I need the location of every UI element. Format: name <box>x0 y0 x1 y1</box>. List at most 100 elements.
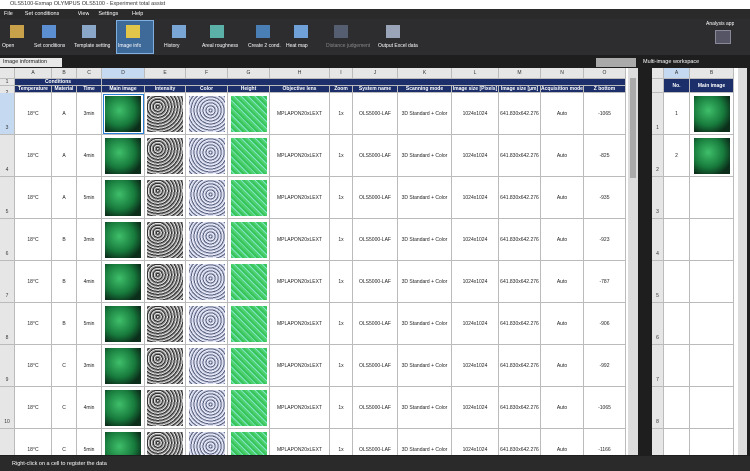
data-cell[interactable]: C <box>52 345 77 387</box>
data-cell[interactable]: 4min <box>77 261 102 303</box>
data-cell[interactable]: OLS5000-LAF <box>353 219 398 261</box>
data-cell[interactable]: 1x <box>330 261 353 303</box>
analysis-icon[interactable] <box>715 30 731 44</box>
data-cell[interactable]: 641.830x642.276 <box>499 261 541 303</box>
image-cell[interactable] <box>186 303 228 345</box>
data-cell[interactable]: OLS5000-LAF <box>353 345 398 387</box>
data-cell[interactable]: 1024x1024 <box>452 303 499 345</box>
tool-icon[interactable] <box>386 25 400 38</box>
data-cell[interactable]: -1065 <box>584 387 626 429</box>
tool-label[interactable]: Distance judgement <box>326 43 370 49</box>
image-cell[interactable] <box>145 303 186 345</box>
data-cell[interactable]: 1x <box>330 345 353 387</box>
menu-item[interactable]: File <box>4 11 13 17</box>
ws-image-cell[interactable] <box>690 261 734 303</box>
tool-icon[interactable] <box>172 25 186 38</box>
data-cell[interactable]: MPLAPON20xLEXT <box>270 345 330 387</box>
data-cell[interactable]: -1166 <box>584 429 626 455</box>
data-cell[interactable]: 641.830x642.276 <box>499 135 541 177</box>
image-cell[interactable] <box>228 93 270 135</box>
data-cell[interactable]: C <box>52 387 77 429</box>
data-cell[interactable]: MPLAPON20xLEXT <box>270 429 330 455</box>
data-cell[interactable]: 1024x1024 <box>452 261 499 303</box>
data-cell[interactable]: Auto <box>541 135 584 177</box>
data-cell[interactable]: A <box>52 177 77 219</box>
image-cell[interactable] <box>102 219 145 261</box>
ws-cell[interactable] <box>664 345 690 387</box>
data-cell[interactable]: Auto <box>541 219 584 261</box>
tool-icon[interactable] <box>82 25 96 38</box>
data-cell[interactable]: 18°C <box>15 93 52 135</box>
data-cell[interactable]: 3D Standard + Color <box>398 261 452 303</box>
data-cell[interactable]: 5min <box>77 429 102 455</box>
data-cell[interactable]: OLS5000-LAF <box>353 261 398 303</box>
data-cell[interactable]: 3D Standard + Color <box>398 177 452 219</box>
data-cell[interactable]: 1x <box>330 387 353 429</box>
data-cell[interactable]: 1024x1024 <box>452 219 499 261</box>
image-cell[interactable] <box>145 135 186 177</box>
tool-icon[interactable] <box>10 25 24 38</box>
image-cell[interactable] <box>102 135 145 177</box>
data-cell[interactable]: Auto <box>541 387 584 429</box>
image-cell[interactable] <box>145 429 186 455</box>
data-cell[interactable]: 4min <box>77 135 102 177</box>
data-cell[interactable]: 18°C <box>15 135 52 177</box>
data-cell[interactable]: Auto <box>541 177 584 219</box>
tool-icon[interactable] <box>256 25 270 38</box>
image-cell[interactable] <box>102 261 145 303</box>
data-cell[interactable]: 1024x1024 <box>452 345 499 387</box>
tool-label[interactable]: Heat map <box>286 43 308 49</box>
data-cell[interactable]: 18°C <box>15 261 52 303</box>
menu-item[interactable]: Set conditions <box>25 11 60 17</box>
image-cell[interactable] <box>228 303 270 345</box>
analysis-app[interactable]: Analysis app <box>706 21 734 27</box>
data-cell[interactable]: MPLAPON20xLEXT <box>270 261 330 303</box>
data-cell[interactable]: 1x <box>330 303 353 345</box>
data-cell[interactable]: 1x <box>330 93 353 135</box>
ws-cell[interactable] <box>664 429 690 455</box>
tool-label[interactable]: Create 2 cond. <box>248 43 281 49</box>
data-cell[interactable]: C <box>52 429 77 455</box>
image-cell[interactable] <box>186 345 228 387</box>
data-cell[interactable]: 1024x1024 <box>452 135 499 177</box>
ws-image-cell[interactable] <box>690 303 734 345</box>
tool-label[interactable]: Set conditions <box>34 43 65 49</box>
data-cell[interactable]: 18°C <box>15 387 52 429</box>
data-cell[interactable]: Auto <box>541 345 584 387</box>
image-cell[interactable] <box>228 135 270 177</box>
ws-cell[interactable]: 2 <box>664 135 690 177</box>
data-cell[interactable]: MPLAPON20xLEXT <box>270 219 330 261</box>
ws-cell[interactable] <box>664 261 690 303</box>
ws-cell[interactable] <box>664 303 690 345</box>
data-cell[interactable]: -825 <box>584 135 626 177</box>
data-cell[interactable]: 18°C <box>15 219 52 261</box>
data-cell[interactable]: OLS5000-LAF <box>353 387 398 429</box>
tool-icon[interactable] <box>334 25 348 38</box>
tool-label[interactable]: Output Excel data <box>378 43 418 49</box>
image-cell[interactable] <box>145 93 186 135</box>
data-cell[interactable]: MPLAPON20xLEXT <box>270 135 330 177</box>
data-cell[interactable]: 3D Standard + Color <box>398 93 452 135</box>
image-cell[interactable] <box>228 219 270 261</box>
tool-icon[interactable] <box>210 25 224 38</box>
scrollbar[interactable] <box>628 68 638 455</box>
ws-cell[interactable] <box>664 219 690 261</box>
image-cell[interactable] <box>102 303 145 345</box>
data-cell[interactable]: OLS5000-LAF <box>353 429 398 455</box>
data-cell[interactable]: 3min <box>77 219 102 261</box>
tab-nav[interactable] <box>596 58 636 67</box>
ws-image-cell[interactable] <box>690 429 734 455</box>
image-cell[interactable] <box>186 429 228 455</box>
ws-cell[interactable] <box>664 387 690 429</box>
image-cell[interactable] <box>145 177 186 219</box>
tab[interactable]: Image information <box>0 58 62 67</box>
data-cell[interactable]: 641.830x642.276 <box>499 387 541 429</box>
data-cell[interactable]: -1065 <box>584 93 626 135</box>
data-cell[interactable]: Auto <box>541 93 584 135</box>
image-cell[interactable] <box>145 261 186 303</box>
ws-image-cell[interactable] <box>690 345 734 387</box>
data-cell[interactable]: MPLAPON20xLEXT <box>270 93 330 135</box>
tool-label[interactable]: Template setting <box>74 43 110 49</box>
data-cell[interactable]: A <box>52 93 77 135</box>
image-cell[interactable] <box>186 219 228 261</box>
